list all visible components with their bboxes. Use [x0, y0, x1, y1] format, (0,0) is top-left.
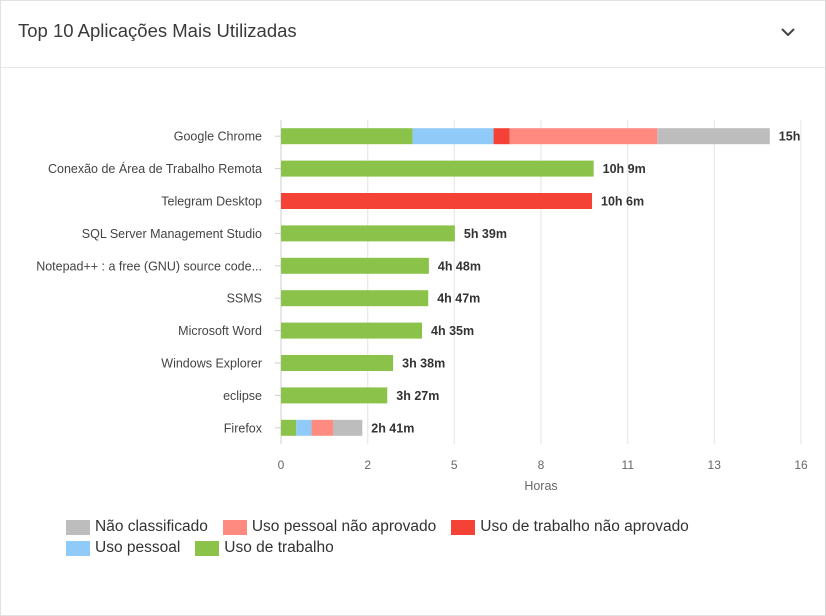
- chevron-down-icon[interactable]: [775, 21, 801, 43]
- x-tick-label: 16: [794, 458, 808, 472]
- category-label: Conexão de Área de Trabalho Remota: [48, 161, 262, 176]
- bar-segment[interactable]: [296, 419, 312, 436]
- legend-label: Uso de trabalho não aprovado: [480, 518, 689, 535]
- bar-segment[interactable]: [509, 128, 658, 145]
- x-tick-label: 0: [278, 458, 285, 472]
- bar-segment[interactable]: [493, 128, 510, 145]
- bar-segment[interactable]: [281, 387, 388, 404]
- data-label: 3h 38m: [402, 357, 445, 371]
- category-label: Windows Explorer: [161, 357, 262, 371]
- bar-segment[interactable]: [281, 355, 394, 371]
- category-label: Google Chrome: [174, 130, 262, 144]
- bar-segment[interactable]: [412, 128, 494, 145]
- data-label: 3h 27m: [396, 389, 439, 403]
- legend-label: Uso pessoal: [95, 539, 181, 556]
- data-label: 10h 9m: [603, 162, 646, 176]
- data-label: 10h 6m: [601, 195, 644, 209]
- category-label: Firefox: [224, 421, 263, 435]
- legend-item[interactable]: Uso de trabalho não aprovado: [451, 518, 689, 536]
- legend-label: Uso de trabalho: [224, 539, 334, 556]
- bar-segment[interactable]: [281, 160, 594, 177]
- data-label: 2h 41m: [371, 421, 414, 435]
- bar-segment[interactable]: [657, 128, 770, 145]
- category-label: eclipse: [223, 389, 262, 403]
- legend-label: Não classificado: [95, 518, 208, 535]
- bar-segment[interactable]: [281, 257, 429, 274]
- bar-segment[interactable]: [333, 419, 363, 436]
- x-tick-label: 5: [451, 458, 458, 472]
- legend-item[interactable]: Não classificado: [66, 518, 208, 536]
- legend-swatch: [222, 519, 247, 535]
- card-title: Top 10 Aplicações Mais Utilizadas: [18, 20, 297, 41]
- data-label: 4h 35m: [431, 324, 474, 338]
- category-label: SSMS: [227, 292, 262, 306]
- bar-segment[interactable]: [281, 290, 429, 307]
- bar-segment[interactable]: [281, 128, 413, 145]
- x-axis-title: Horas: [524, 479, 557, 493]
- category-label: Notepad++ : a free (GNU) source code...: [36, 259, 262, 273]
- category-label: Telegram Desktop: [161, 195, 262, 209]
- category-label: Microsoft Word: [178, 324, 262, 338]
- x-tick-label: 8: [538, 458, 545, 472]
- legend-swatch: [66, 540, 90, 556]
- legend-row: Não classificado Uso pessoal não aprovado…: [66, 517, 786, 537]
- data-label: 4h 48m: [438, 259, 481, 273]
- chart-legend: Não classificado Uso pessoal não aprovado…: [66, 517, 786, 559]
- x-tick-label: 11: [622, 458, 635, 472]
- legend-label: Uso pessoal não aprovado: [251, 518, 437, 535]
- bar-segment[interactable]: [311, 419, 333, 436]
- legend-item[interactable]: Uso pessoal: [66, 539, 180, 557]
- legend-swatch: [66, 519, 90, 535]
- card-header: Top 10 Aplicações Mais Utilizadas: [1, 1, 825, 68]
- bar-segment[interactable]: [281, 322, 423, 339]
- x-tick-label: 2: [364, 458, 371, 472]
- legend-item[interactable]: Uso pessoal não aprovado: [222, 518, 437, 536]
- bar-segment[interactable]: [281, 419, 297, 436]
- legend-swatch: [451, 519, 476, 535]
- legend-row: Uso pessoal Uso de trabalho: [66, 538, 786, 558]
- legend-swatch: [195, 540, 220, 556]
- x-tick-label: 13: [708, 458, 722, 472]
- category-label: SQL Server Management Studio: [82, 227, 262, 241]
- bar-segment[interactable]: [281, 193, 593, 209]
- data-label: 15h: [779, 130, 801, 144]
- data-label: 4h 47m: [437, 292, 480, 306]
- bar-segment[interactable]: [281, 225, 455, 242]
- data-label: 5h 39m: [464, 227, 507, 241]
- legend-item[interactable]: Uso de trabalho: [195, 539, 334, 557]
